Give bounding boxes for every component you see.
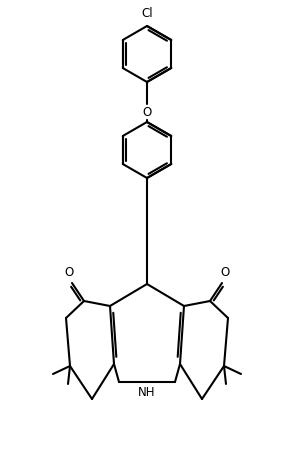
Text: NH: NH: [138, 387, 156, 400]
Text: O: O: [220, 266, 230, 279]
Text: Cl: Cl: [141, 7, 153, 20]
Text: O: O: [142, 106, 152, 119]
Text: O: O: [64, 266, 74, 279]
